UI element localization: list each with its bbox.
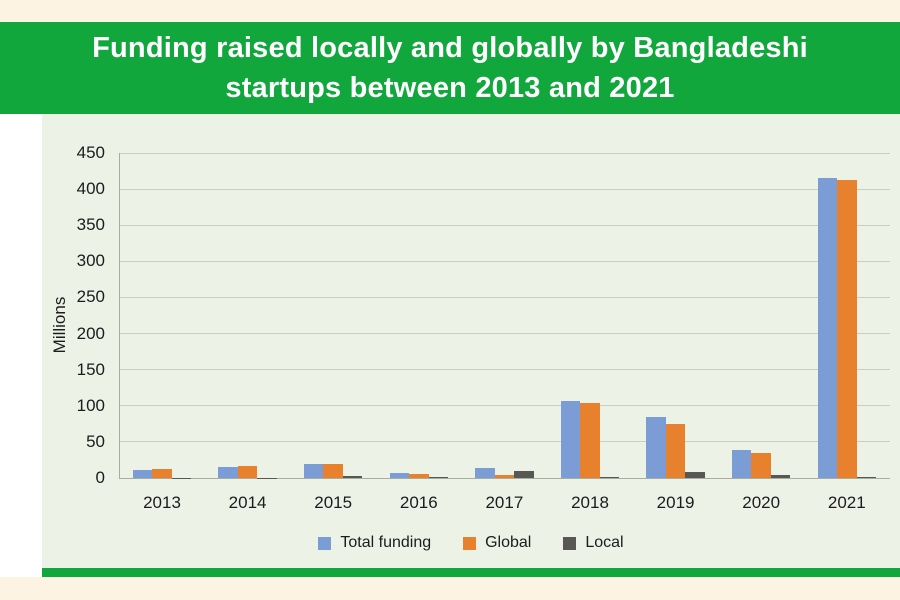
x-axis-label: 2015: [314, 493, 353, 512]
y-tick-label: 250: [76, 287, 105, 307]
gridline: [119, 333, 890, 335]
legend-swatch-icon: [563, 536, 577, 550]
bar-total-funding-2016: [389, 472, 410, 478]
y-axis-line: [119, 153, 120, 478]
x-axis-label: 2013: [143, 493, 181, 512]
gridline: [119, 405, 890, 407]
bar-total-funding-2014: [218, 467, 238, 478]
x-axis-label: 2020: [742, 493, 781, 512]
gridline: [119, 369, 890, 371]
y-tick-label: 100: [76, 395, 105, 415]
bar-total-funding-2015: [303, 464, 324, 478]
y-tick-label: 350: [76, 215, 105, 235]
y-tick-label: 0: [95, 468, 105, 487]
chart-title-line-2: startups between 2013 and 2021: [225, 72, 675, 104]
bar-global-2019: [665, 423, 686, 478]
x-axis-label: 2017: [485, 493, 524, 512]
bar-global-2013: [152, 469, 172, 478]
chart-title-line-1: Funding raised locally and globally by B…: [92, 32, 808, 64]
bar-global-2017: [494, 475, 515, 478]
legend-swatch-icon: [318, 536, 332, 550]
bar-local-2020: [770, 475, 791, 478]
gridline: [119, 152, 890, 154]
chart-panel: Millions 0 50 100 150 200 250 300 350 400 450 2013…: [42, 114, 900, 568]
bar-global-2015: [323, 463, 343, 478]
x-axis-label: 2018: [571, 493, 609, 512]
legend-label: Total funding: [340, 534, 432, 551]
bar-total-funding-2013: [132, 470, 153, 478]
x-axis-label: 2016: [399, 493, 438, 512]
title-banner: Funding raised locally and globally by B…: [0, 22, 900, 114]
bar-total-funding-2017: [475, 467, 495, 478]
bar-local-2019: [685, 472, 705, 478]
gridline: [119, 441, 890, 443]
y-tick-label: 150: [76, 359, 105, 379]
y-tick-label: 50: [86, 431, 105, 451]
legend-label: Global: [485, 534, 532, 551]
bar-global-2014: [237, 466, 258, 478]
legend-label: Local: [585, 534, 624, 551]
bar-total-funding-2021: [817, 178, 838, 478]
bar-local-2021: [856, 476, 877, 478]
bar-total-funding-2019: [646, 417, 666, 478]
bar-local-2018: [599, 476, 620, 478]
bar-global-2016: [409, 473, 429, 478]
legend-swatch-icon: [463, 536, 477, 550]
y-tick-label: 400: [76, 179, 105, 199]
legend-item-local: Local: [563, 534, 624, 552]
bar-local-2017: [514, 470, 534, 478]
bar-total-funding-2018: [560, 401, 581, 478]
y-tick-label: 200: [76, 323, 105, 343]
legend-item-total-funding: Total funding: [318, 534, 431, 552]
gridline: [119, 188, 890, 190]
bar-global-2020: [751, 452, 771, 478]
x-axis-line: [119, 478, 890, 479]
x-axis-label: 2021: [827, 493, 866, 512]
legend-item-global: Global: [463, 534, 531, 552]
gridline: [119, 260, 890, 262]
bar-total-funding-2020: [731, 449, 752, 478]
bar-global-2018: [580, 402, 600, 478]
gridline: [119, 224, 890, 226]
y-tick-label: 300: [76, 251, 105, 271]
legend: Total funding Global Local: [42, 534, 900, 552]
y-tick-label: 450: [76, 143, 105, 162]
gridline: [119, 296, 890, 298]
x-axis-label: 2019: [656, 493, 695, 512]
plot-area: 0 50 100 150 200 250 300 350 400 450 2013 2014 2015 2…: [42, 114, 900, 568]
x-axis-label: 2014: [228, 493, 267, 512]
bottom-accent-strip: [42, 568, 900, 577]
bar-local-2016: [428, 476, 449, 478]
bar-global-2021: [837, 179, 857, 478]
bar-local-2015: [342, 475, 363, 478]
